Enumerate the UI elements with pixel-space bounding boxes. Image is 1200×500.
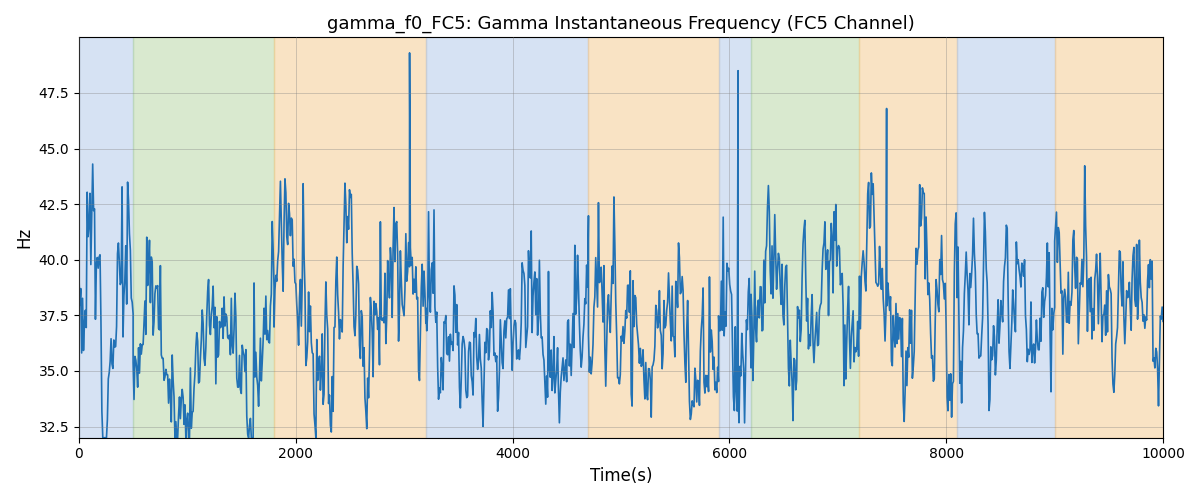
Y-axis label: Hz: Hz <box>14 227 34 248</box>
Bar <box>588 38 719 438</box>
Bar <box>426 38 588 438</box>
Title: gamma_f0_FC5: Gamma Instantaneous Frequency (FC5 Channel): gamma_f0_FC5: Gamma Instantaneous Freque… <box>328 15 914 34</box>
Bar <box>1055 38 1174 438</box>
Bar <box>274 38 426 438</box>
X-axis label: Time(s): Time(s) <box>589 467 653 485</box>
Bar <box>79 38 133 438</box>
Bar <box>751 38 859 438</box>
Bar <box>859 38 958 438</box>
Bar <box>719 38 751 438</box>
Bar <box>133 38 274 438</box>
Bar <box>958 38 1055 438</box>
